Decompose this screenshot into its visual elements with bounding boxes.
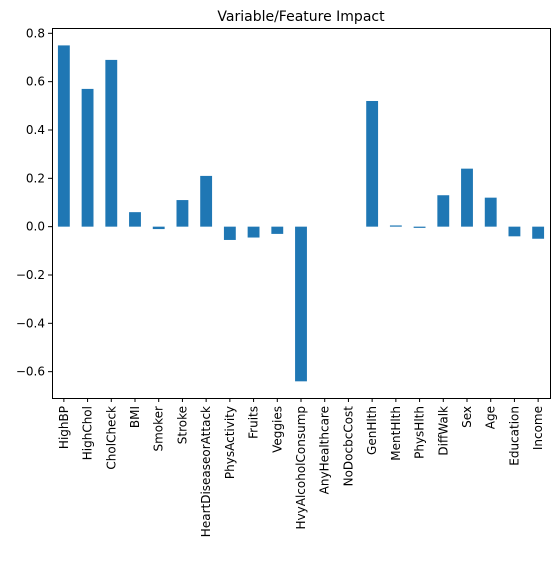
bar-Smoker [152,226,165,230]
y-axis: 0.8 0.6 0.4 0.2 0.0 −0.2 −0.4 −0.6 [16,26,52,379]
bar-Age [484,197,497,227]
x-tick-label-Veggies: Veggies [270,406,284,453]
bar-Education [508,226,521,237]
bar-Fruits [247,226,260,238]
y-tick-label: 0.8 [26,26,45,40]
x-tick-label-NoDocbcCost: NoDocbcCost [341,406,355,487]
x-tick-label-HighChol: HighChol [81,406,95,460]
bar-MentHlth [389,225,402,227]
x-tick-label-AnyHealthcare: AnyHealthcare [318,406,332,494]
bar-Stroke [176,200,189,227]
x-tick-label-Income: Income [531,406,545,450]
y-tick-label: −0.2 [16,268,45,282]
x-tick-label-Smoker: Smoker [152,406,166,452]
y-tick-label: 0.2 [26,171,45,185]
y-tick-label: 0.4 [26,123,45,137]
chart-title: Variable/Feature Impact [217,9,385,25]
bar-PhysActivity [223,226,236,240]
bar-Income [532,226,545,239]
bar-Sex [461,168,473,227]
y-tick-label: 0.6 [26,75,45,89]
bar-BMI [129,212,141,227]
bar-PhysHlth [413,226,426,228]
bar-GenHlth [366,100,379,227]
x-tick-label-CholCheck: CholCheck [104,406,118,470]
x-tick-label-DiffWalk: DiffWalk [436,406,450,456]
x-tick-label-HeartDiseaseorAttack: HeartDiseaseorAttack [199,406,213,537]
bar-HighBP [57,45,70,227]
bar-HighChol [81,88,94,227]
x-tick-label-Sex: Sex [460,406,474,428]
bar-HeartDiseaseorAttack [200,175,213,227]
x-tick-label-BMI: BMI [128,406,142,428]
x-tick-label-Age: Age [484,406,498,429]
x-tick-label-GenHlth: GenHlth [365,406,379,455]
x-tick-label-PhysActivity: PhysActivity [223,406,237,479]
plot-frame [52,28,551,399]
x-tick-label-HvyAlcoholConsump: HvyAlcoholConsump [294,406,308,529]
x-tick-label-MentHlth: MentHlth [389,406,403,461]
x-tick-label-Stroke: Stroke [175,406,189,444]
x-tick-label-Fruits: Fruits [247,406,261,439]
bar-DiffWalk [437,195,450,227]
x-tick-label-PhysHlth: PhysHlth [413,406,427,459]
bar-HvyAlcoholConsump [295,226,307,382]
y-tick-label: −0.6 [16,365,45,379]
x-tick-label-Education: Education [507,406,521,466]
y-tick-label: −0.4 [16,316,45,330]
bars-group [57,45,545,382]
x-tick-label-HighBP: HighBP [57,406,71,449]
bar-Veggies [271,226,284,234]
x-axis: HighBP HighChol CholCheck BMI Smoker Stroke He… [57,398,545,537]
bar-CholCheck [105,59,118,227]
y-tick-label: 0.0 [26,220,45,234]
